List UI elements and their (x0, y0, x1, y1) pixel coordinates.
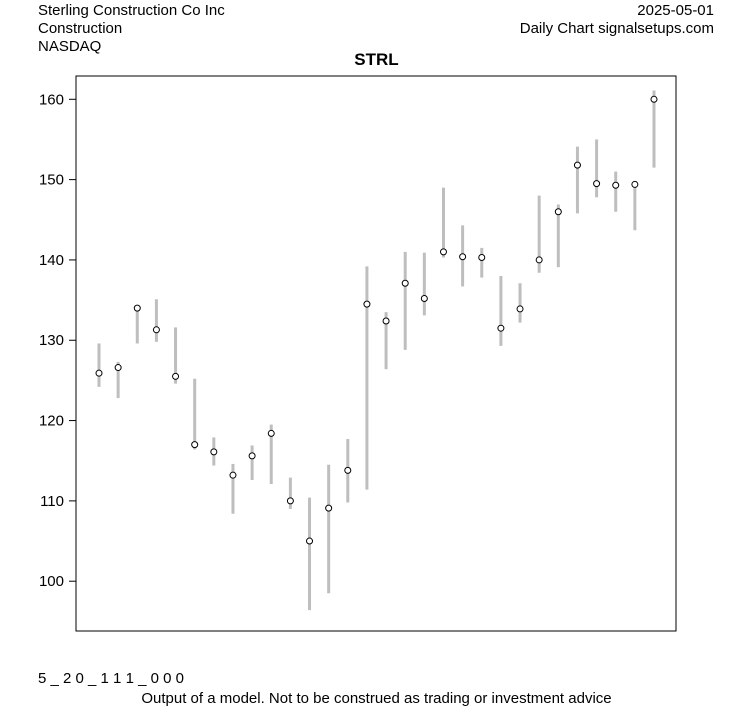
y-tick-label: 150 (39, 172, 64, 189)
y-tick-label: 100 (39, 573, 64, 590)
model-code: 5 _ 2 0 _ 1 1 1 _ 0 0 0 (38, 670, 184, 687)
range-bars (97, 90, 656, 611)
plot-frame (75, 75, 677, 632)
close-marker (172, 372, 180, 380)
y-tick-label: 120 (39, 413, 64, 430)
y-axis: 100 110 120 130 140 150 160 (39, 91, 76, 590)
close-marker (191, 441, 199, 449)
close-marker (325, 504, 333, 512)
close-marker (363, 300, 371, 308)
close-marker (344, 466, 352, 474)
close-marker (382, 317, 390, 325)
close-marker (478, 254, 486, 262)
close-marker (631, 180, 639, 188)
close-marker (516, 305, 524, 313)
close-marker (95, 369, 103, 377)
close-marker (286, 497, 294, 505)
close-marker (152, 326, 160, 334)
close-marker (459, 253, 467, 261)
close-marker (133, 304, 141, 312)
close-marker (554, 208, 562, 216)
chart-date: 2025-05-01 (637, 2, 714, 19)
disclaimer: Output of a model. Not to be construed a… (141, 690, 612, 707)
close-marker (306, 537, 314, 545)
close-marker (573, 161, 581, 169)
close-marker (497, 324, 505, 332)
chart-source: Daily Chart signalsetups.com (519, 20, 714, 37)
close-marker (593, 180, 601, 188)
close-marker (210, 448, 218, 456)
exchange-label: NASDAQ (38, 38, 102, 55)
close-markers (95, 95, 658, 545)
close-marker (612, 181, 620, 189)
close-marker (535, 256, 543, 264)
close-marker (229, 471, 237, 479)
close-marker (401, 279, 409, 287)
sector-label: Construction (38, 20, 123, 37)
close-marker (420, 294, 428, 302)
close-marker (114, 364, 122, 372)
y-tick-label: 140 (39, 252, 64, 269)
close-marker (650, 95, 658, 103)
close-marker (267, 429, 275, 437)
close-marker (248, 452, 256, 460)
y-tick-label: 130 (39, 332, 64, 349)
y-tick-label: 110 (40, 493, 64, 510)
y-tick-label: 160 (39, 91, 64, 108)
chart-title: STRL (354, 50, 399, 69)
company-name: Sterling Construction Co Inc (38, 2, 225, 19)
close-marker (439, 248, 447, 256)
